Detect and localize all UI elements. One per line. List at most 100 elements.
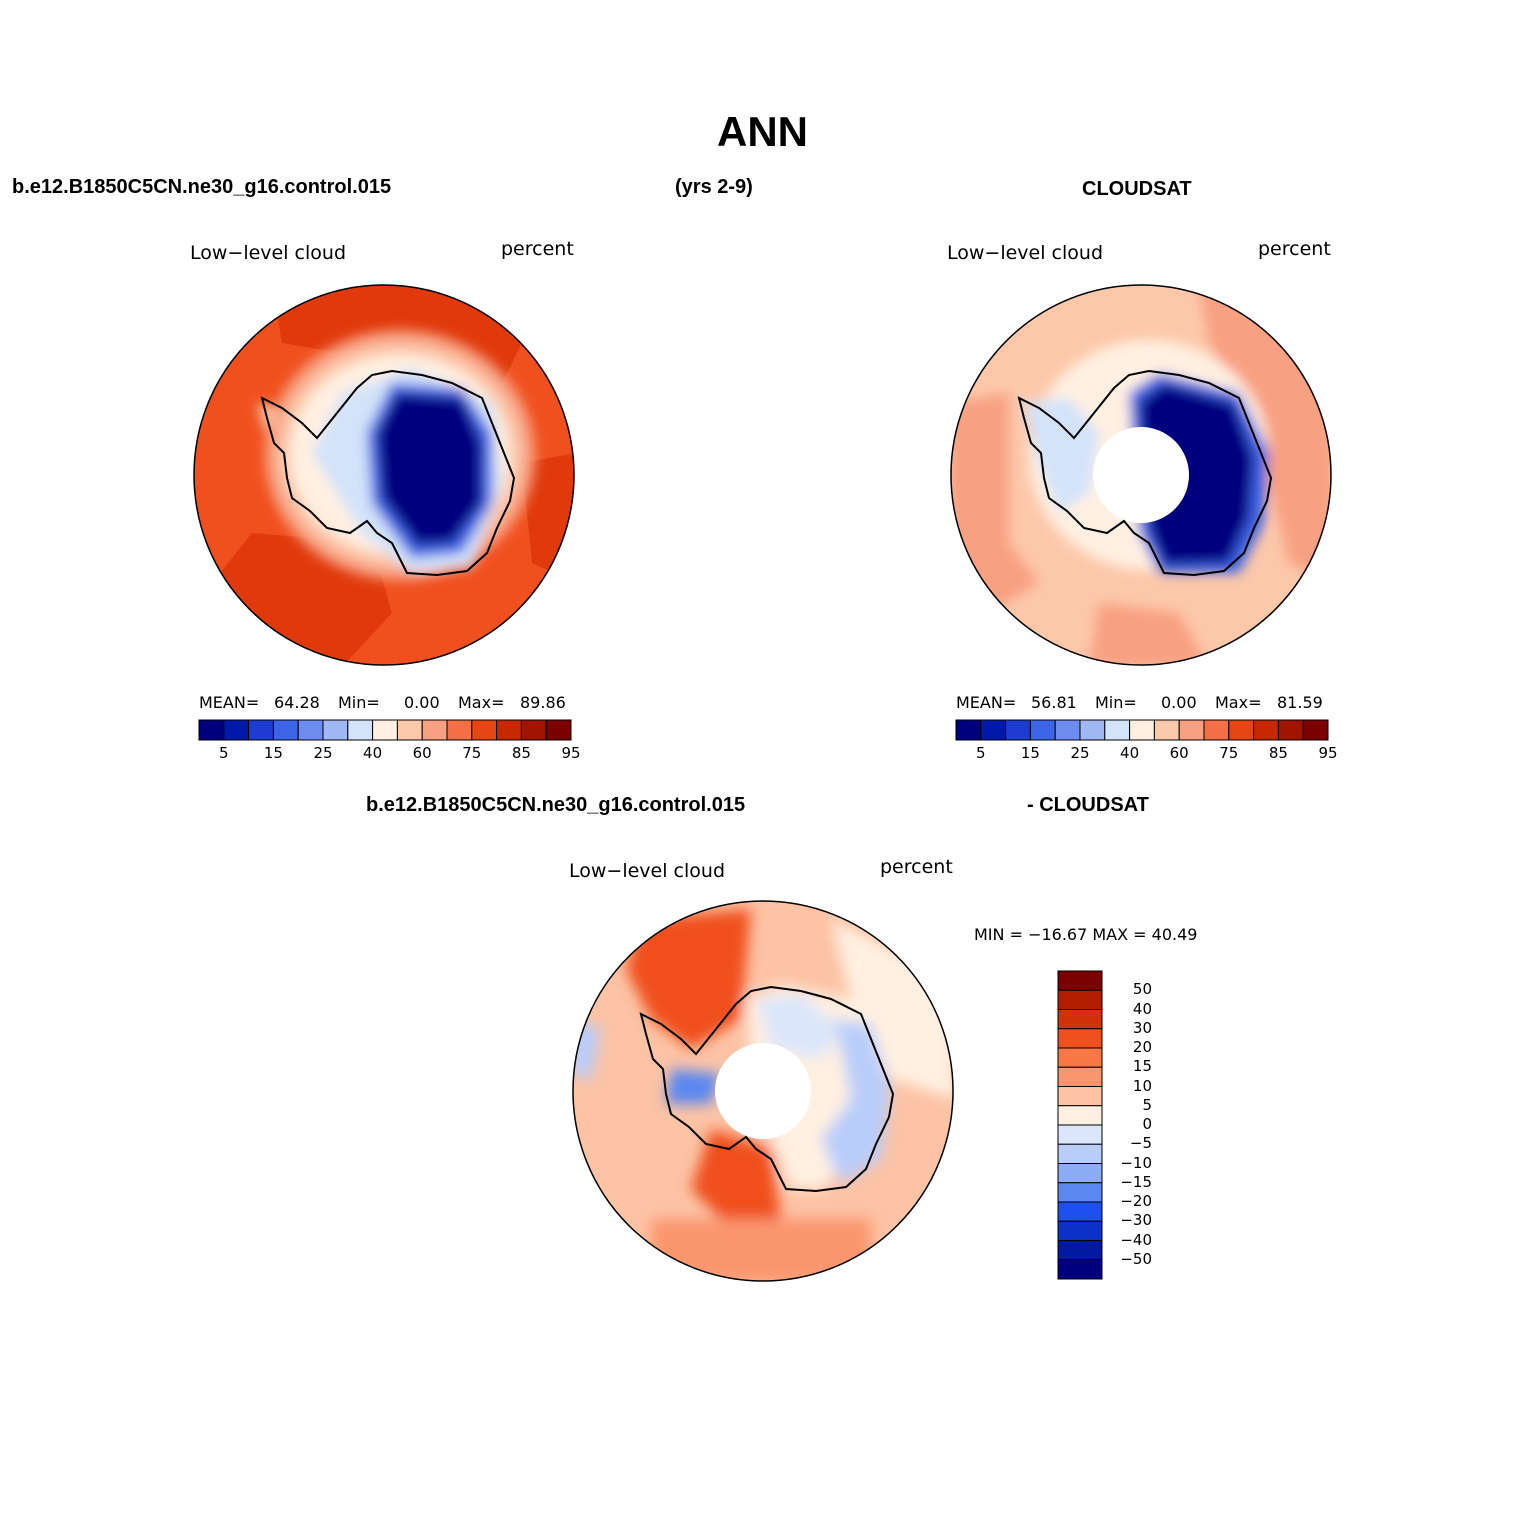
diff-colorbar-tick-label: 30 [1132,1018,1152,1037]
obs-colorbar-swatch [1104,719,1131,741]
diff-colorbar-swatch [1057,1047,1103,1068]
model-colorbar-tick-label: 85 [511,744,531,762]
main-title: ANN [717,108,808,155]
model-colorbar-swatch [223,719,250,741]
model-colorbar-tick-label: 5 [219,744,229,762]
model-colorbar-tick-label: 95 [561,744,581,762]
model-variable-label: Low−level cloud [190,242,347,264]
model-map-border [193,284,575,666]
model-colorbar-swatch [248,719,274,741]
obs-colorbar-swatch [1129,719,1155,741]
model-colorbar-swatch [496,719,522,741]
model-mean-label: MEAN= [199,693,260,712]
obs-polar-map [950,284,1332,666]
model-antarctica-coastline [260,369,516,577]
obs-variable-label: Low−level cloud [947,242,1104,264]
diff-colorbar-tick-label: −20 [1120,1192,1152,1210]
obs-colorbar-swatch [1302,719,1329,741]
diff-colorbar-swatch [1057,1240,1103,1261]
diff-min-max-label: MIN = −16.67 MAX = 40.49 [974,925,1198,944]
obs-colorbar-swatch [980,719,1007,741]
obs-colorbar-tick-label: 60 [1169,744,1189,762]
diff-colorbar-swatch [1057,1220,1103,1241]
obs-max-label: Max= [1215,693,1262,712]
obs-colorbar-swatch [1277,719,1304,741]
years-header: (yrs 2-9) [675,176,753,198]
obs-colorbar-tick-label: 85 [1268,744,1288,762]
model-max-value: 89.86 [520,693,566,712]
model-colorbar-swatch [198,719,225,741]
model-min-value: 0.00 [404,693,440,712]
diff-polar-map [572,900,954,1282]
model-colorbar-swatch [297,719,324,741]
obs-colorbar-swatch [1054,719,1081,741]
obs-mean-label: MEAN= [956,693,1017,712]
diff-colorbar-tick-label: 20 [1132,1038,1152,1056]
model-min-label: Min= [338,693,380,712]
diff-colorbar-swatch [1057,1066,1103,1087]
obs-colorbar-swatch [1228,719,1255,741]
model-colorbar-swatch [545,719,572,741]
model-max-label: Max= [458,693,505,712]
model-colorbar-tick-label: 60 [412,744,432,762]
obs-mean-value: 56.81 [1031,693,1077,712]
diff-variable-label: Low−level cloud [569,860,726,882]
obs-colorbar-tick-label: 5 [976,744,986,762]
diff-positive-bias-west [626,909,751,1049]
model-colorbar-tick-label: 25 [313,744,333,762]
diff-colorbar-swatch [1057,1201,1103,1222]
diff-missing-data-hole [715,1043,811,1139]
obs-colorbar [955,719,1329,741]
obs-min-label: Min= [1095,693,1137,712]
diff-antarctica-coastline [639,985,895,1193]
diff-colorbar-swatch [1057,1259,1103,1280]
model-colorbar-swatch [372,719,398,741]
model-colorbar-swatch [322,719,349,741]
diff-colorbar-swatch [1057,1009,1103,1030]
model-colorbar-swatch [471,719,498,741]
model-colorbar-swatch [520,719,547,741]
model-colorbar-tick-label: 15 [263,744,283,762]
model-polar-map [193,284,575,666]
diff-colorbar-tick-label: 50 [1132,980,1152,999]
diff-colorbar [1057,970,1103,1280]
diff-colorbar-tick-label: 15 [1132,1057,1152,1076]
diff-colorbar-tick-label: −5 [1129,1134,1152,1153]
obs-colorbar-swatch [1079,719,1106,741]
obs-elevated-west [951,393,1039,613]
model-colorbar-tick-label: 75 [462,744,482,762]
obs-colorbar-tick-label: 40 [1120,744,1140,762]
obs-header: CLOUDSAT [1082,178,1192,200]
model-units-label: percent [501,238,574,260]
model-colorbar-swatch [347,719,374,741]
diff-colorbar-swatch [1057,1143,1103,1164]
obs-colorbar-swatch [955,719,982,741]
diff-colorbar-tick-label: 0 [1142,1115,1152,1133]
diff-negative-bias-east [821,1019,891,1184]
diff-colorbar-tick-label: 5 [1142,1095,1152,1114]
diff-map-border [572,900,954,1282]
diff-colorbar-swatch [1057,1028,1103,1049]
diff-colorbar-tick-label: −15 [1120,1172,1152,1191]
diff-colorbar-swatch [1057,1086,1103,1107]
diff-colorbar-tick-label: −40 [1120,1230,1152,1249]
obs-min-value: 0.00 [1161,693,1197,712]
obs-units-label: percent [1258,238,1331,260]
diff-colorbar-swatch [1057,1163,1103,1184]
model-case-header: b.e12.B1850C5CN.ne30_g16.control.015 [12,176,392,198]
model-mean-value: 64.28 [274,693,320,712]
model-colorbar-swatch [396,719,423,741]
model-colorbar-swatch [272,719,299,741]
diff-colorbar-tick-label: −10 [1120,1153,1152,1172]
obs-colorbar-swatch [1203,719,1230,741]
model-colorbar-swatch [446,719,473,741]
obs-missing-data-hole [1093,427,1189,523]
obs-antarctica-coastline [1017,369,1273,577]
diff-units-label: percent [880,856,953,878]
diff-colorbar-swatch [1057,989,1103,1010]
obs-colorbar-tick-label: 25 [1070,744,1090,762]
diff-colorbar-swatch [1057,1105,1103,1126]
diff-colorbar-tick-label: 10 [1132,1076,1152,1095]
obs-colorbar-tick-label: 15 [1020,744,1040,762]
diff-colorbar-swatch [1057,1182,1103,1203]
